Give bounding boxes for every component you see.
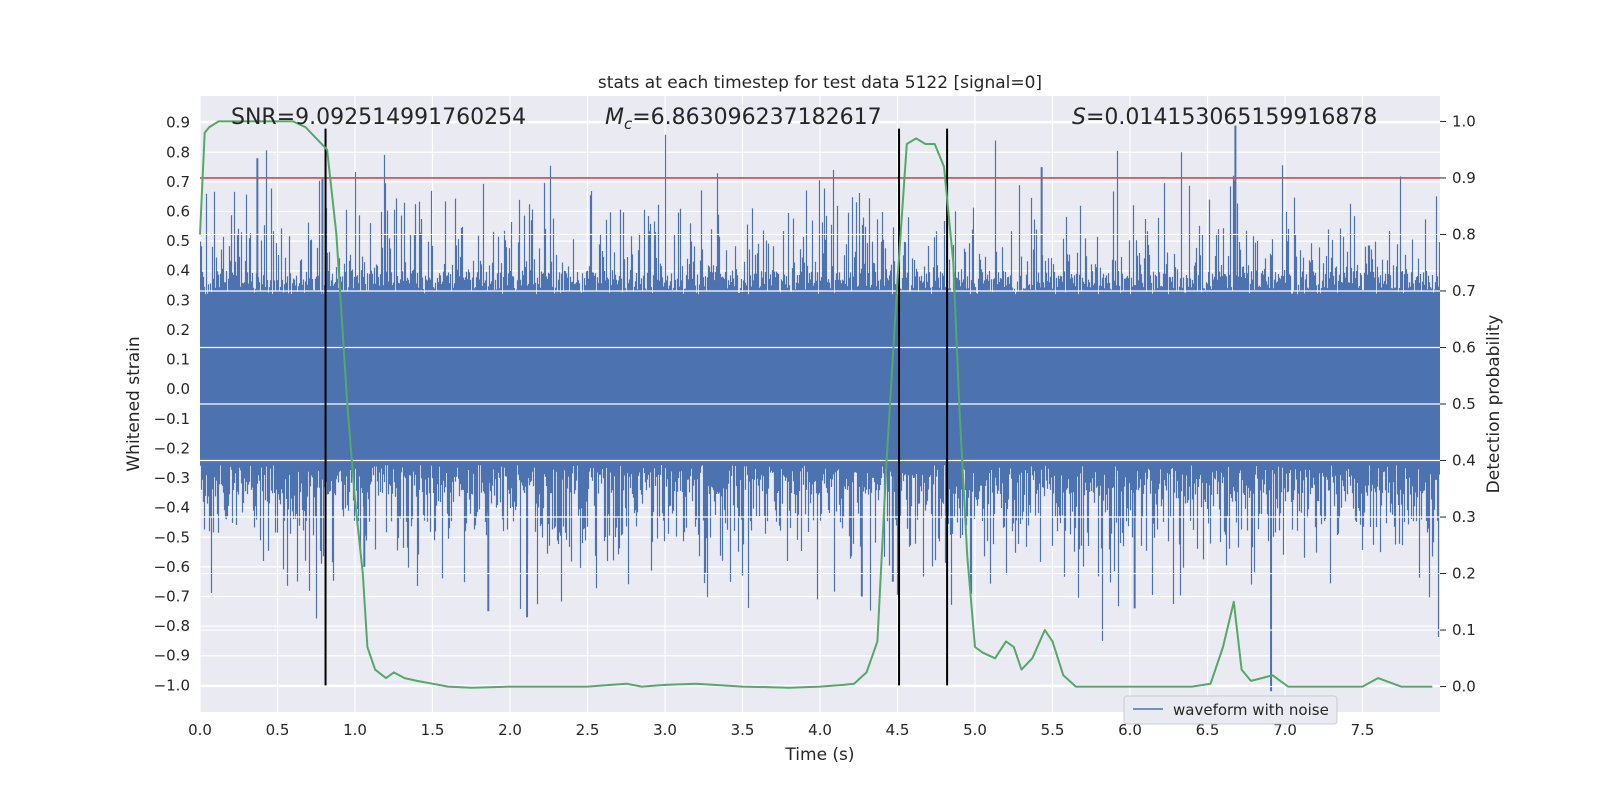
chirp-mass-symbol: M xyxy=(605,105,624,130)
left-y-tick-label: −0.4 xyxy=(154,499,190,517)
chirp-mass-value: =6.863096237182617 xyxy=(632,105,881,130)
x-tick-label: 3.5 xyxy=(731,721,755,739)
snr-annotation: SNR=9.092514991760254 xyxy=(231,105,526,130)
left-y-tick-label: 0.2 xyxy=(166,321,190,339)
left-y-tick-label: −0.3 xyxy=(154,469,190,487)
legend-label-waveform: waveform with noise xyxy=(1173,701,1329,719)
left-y-tick-label: −0.1 xyxy=(154,410,190,428)
right-y-tick-label: 1.0 xyxy=(1452,112,1476,130)
right-y-tick-label: 0.8 xyxy=(1452,225,1476,243)
right-y-tick-label: 0.3 xyxy=(1452,508,1476,526)
legend-box xyxy=(1123,695,1338,725)
left-y-tick-label: −0.6 xyxy=(154,558,190,576)
s-annotation: S=0.014153065159916878 xyxy=(1072,105,1377,130)
x-tick-label: 6.0 xyxy=(1118,721,1142,739)
s-symbol: S xyxy=(1072,105,1086,130)
x-tick-label: 6.5 xyxy=(1196,721,1220,739)
x-tick-label: 4.0 xyxy=(808,721,832,739)
left-y-tick-label: −0.2 xyxy=(154,439,190,457)
x-tick-label: 1.5 xyxy=(421,721,445,739)
left-y-tick-label: 0.9 xyxy=(166,114,190,132)
x-axis-ticks: 0.0 0.5 1.0 1.5 2.0 2.5 3.0 3.5 4.0 4.5 5.0 5.5 6.0 6… xyxy=(188,721,1374,739)
right-y-tick-label: 0.4 xyxy=(1452,452,1476,470)
left-y-tick-label: 0.3 xyxy=(166,291,190,309)
left-y-tick-label: 0.1 xyxy=(166,351,190,369)
chirp-mass-subscript: c xyxy=(624,115,633,133)
x-axis-label: Time (s) xyxy=(784,745,854,765)
chart-title: stats at each timestep for test data 512… xyxy=(598,73,1042,93)
left-y-axis-label: Whitened strain xyxy=(124,336,144,471)
right-y-tick-label: 0.0 xyxy=(1452,678,1476,696)
left-y-tick-label: −1.0 xyxy=(154,676,190,694)
left-y-tick-label: −0.8 xyxy=(154,617,190,635)
right-y-tick-label: 0.6 xyxy=(1452,338,1476,356)
s-value: =0.014153065159916878 xyxy=(1086,105,1377,130)
x-tick-label: 0.5 xyxy=(266,721,290,739)
reference-lines xyxy=(199,120,1440,689)
left-y-tick-label: 0.4 xyxy=(166,262,190,280)
chirp-mass-annotation: Mc=6.863096237182617 xyxy=(605,105,882,133)
left-y-tick-label: 0.6 xyxy=(166,203,190,221)
left-y-tick-label: 0.5 xyxy=(166,232,190,250)
x-tick-label: 4.5 xyxy=(886,721,910,739)
x-tick-label: 7.0 xyxy=(1273,721,1297,739)
right-y-tick-label: 0.9 xyxy=(1452,169,1476,187)
right-y-axis-label: Detection probability xyxy=(1484,315,1504,494)
x-tick-label: 2.0 xyxy=(498,721,522,739)
left-y-tick-label: −0.7 xyxy=(154,588,190,606)
x-tick-label: 0.0 xyxy=(188,721,212,739)
detection-probability-line xyxy=(199,120,1433,689)
x-tick-label: 5.0 xyxy=(963,721,987,739)
legend: waveform with noise xyxy=(1123,695,1338,725)
right-y-tick-label: 0.1 xyxy=(1452,621,1476,639)
x-tick-label: 5.5 xyxy=(1041,721,1065,739)
x-tick-label: 1.0 xyxy=(343,721,367,739)
left-y-axis-ticks: 0.9 0.8 0.7 0.6 0.5 0.4 0.3 0.2 0.1 0.0 −0.1 −0.2 −0… xyxy=(154,114,190,695)
x-tick-label: 2.5 xyxy=(576,721,600,739)
right-y-tick-label: 0.5 xyxy=(1452,395,1476,413)
right-y-tick-label: 0.7 xyxy=(1452,282,1476,300)
x-tick-label: 3.0 xyxy=(653,721,677,739)
left-y-tick-label: 0.7 xyxy=(166,173,190,191)
right-y-axis-ticks: 1.0 0.9 0.8 0.7 0.6 0.5 0.4 0.3 0.2 0.1 0.0 xyxy=(1440,112,1476,696)
left-y-tick-label: −0.9 xyxy=(154,647,190,665)
left-y-tick-label: 0.8 xyxy=(166,143,190,161)
right-y-tick-label: 0.2 xyxy=(1452,565,1476,583)
left-y-tick-label: −0.5 xyxy=(154,528,190,546)
waveform-noise-core xyxy=(200,294,1440,464)
left-y-tick-label: 0.0 xyxy=(166,380,190,398)
x-tick-label: 7.5 xyxy=(1351,721,1375,739)
